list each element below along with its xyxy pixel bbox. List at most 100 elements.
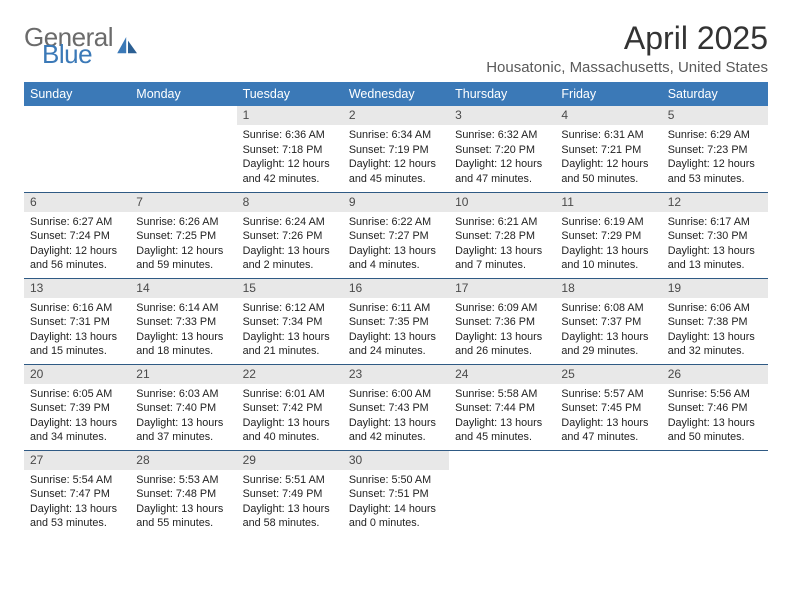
calendar-cell: 11Sunrise: 6:19 AMSunset: 7:29 PMDayligh… [555,192,661,278]
day-number-bar: 22 [237,365,343,384]
day-details: Sunrise: 5:50 AMSunset: 7:51 PMDaylight:… [343,470,449,535]
sunset-line: Sunset: 7:19 PM [349,143,443,158]
daylight-line: Daylight: 13 hours and 2 minutes. [243,244,337,273]
daylight-line: Daylight: 12 hours and 59 minutes. [136,244,230,273]
sunset-line: Sunset: 7:48 PM [136,487,230,502]
weekday-header: Friday [555,82,661,106]
weekday-header: Tuesday [237,82,343,106]
day-number-bar [24,106,130,125]
day-number-bar: 13 [24,279,130,298]
calendar-cell [24,106,130,192]
day-details: Sunrise: 6:12 AMSunset: 7:34 PMDaylight:… [237,298,343,363]
sunrise-line: Sunrise: 6:12 AM [243,301,337,316]
daylight-line: Daylight: 13 hours and 47 minutes. [561,416,655,445]
sunrise-line: Sunrise: 6:21 AM [455,215,549,230]
day-details: Sunrise: 6:31 AMSunset: 7:21 PMDaylight:… [555,125,661,190]
sunrise-line: Sunrise: 6:14 AM [136,301,230,316]
sunrise-line: Sunrise: 6:05 AM [30,387,124,402]
sunset-line: Sunset: 7:18 PM [243,143,337,158]
sunset-line: Sunset: 7:42 PM [243,401,337,416]
header: General Blue April 2025 Housatonic, Mass… [24,20,768,76]
day-details: Sunrise: 5:56 AMSunset: 7:46 PMDaylight:… [662,384,768,449]
sunset-line: Sunset: 7:20 PM [455,143,549,158]
day-details: Sunrise: 6:09 AMSunset: 7:36 PMDaylight:… [449,298,555,363]
calendar-cell: 7Sunrise: 6:26 AMSunset: 7:25 PMDaylight… [130,192,236,278]
day-details: Sunrise: 6:34 AMSunset: 7:19 PMDaylight:… [343,125,449,190]
day-details: Sunrise: 5:54 AMSunset: 7:47 PMDaylight:… [24,470,130,535]
day-number-bar: 26 [662,365,768,384]
daylight-line: Daylight: 12 hours and 47 minutes. [455,157,549,186]
weekday-header: Monday [130,82,236,106]
day-number-bar [662,451,768,470]
sunset-line: Sunset: 7:40 PM [136,401,230,416]
daylight-line: Daylight: 13 hours and 7 minutes. [455,244,549,273]
daylight-line: Daylight: 13 hours and 10 minutes. [561,244,655,273]
logo-text-bottom: Blue [42,43,113,66]
calendar-body: 1Sunrise: 6:36 AMSunset: 7:18 PMDaylight… [24,106,768,536]
sunrise-line: Sunrise: 6:36 AM [243,128,337,143]
sunrise-line: Sunrise: 5:51 AM [243,473,337,488]
day-number-bar: 20 [24,365,130,384]
calendar-cell: 18Sunrise: 6:08 AMSunset: 7:37 PMDayligh… [555,278,661,364]
day-number-bar: 9 [343,193,449,212]
sunrise-line: Sunrise: 6:24 AM [243,215,337,230]
sunset-line: Sunset: 7:47 PM [30,487,124,502]
sunrise-line: Sunrise: 6:06 AM [668,301,762,316]
daylight-line: Daylight: 12 hours and 53 minutes. [668,157,762,186]
sunset-line: Sunset: 7:23 PM [668,143,762,158]
sunset-line: Sunset: 7:46 PM [668,401,762,416]
day-number-bar: 11 [555,193,661,212]
calendar-cell: 2Sunrise: 6:34 AMSunset: 7:19 PMDaylight… [343,106,449,192]
day-details: Sunrise: 6:08 AMSunset: 7:37 PMDaylight:… [555,298,661,363]
daylight-line: Daylight: 14 hours and 0 minutes. [349,502,443,531]
sunset-line: Sunset: 7:30 PM [668,229,762,244]
calendar-cell: 12Sunrise: 6:17 AMSunset: 7:30 PMDayligh… [662,192,768,278]
sunrise-line: Sunrise: 6:32 AM [455,128,549,143]
day-details: Sunrise: 6:06 AMSunset: 7:38 PMDaylight:… [662,298,768,363]
calendar-cell: 3Sunrise: 6:32 AMSunset: 7:20 PMDaylight… [449,106,555,192]
weekday-header: Wednesday [343,82,449,106]
daylight-line: Daylight: 13 hours and 34 minutes. [30,416,124,445]
daylight-line: Daylight: 13 hours and 50 minutes. [668,416,762,445]
calendar-cell: 10Sunrise: 6:21 AMSunset: 7:28 PMDayligh… [449,192,555,278]
calendar-week: 13Sunrise: 6:16 AMSunset: 7:31 PMDayligh… [24,278,768,364]
daylight-line: Daylight: 13 hours and 53 minutes. [30,502,124,531]
calendar-cell: 21Sunrise: 6:03 AMSunset: 7:40 PMDayligh… [130,364,236,450]
daylight-line: Daylight: 13 hours and 18 minutes. [136,330,230,359]
calendar-cell [449,450,555,536]
calendar-cell: 19Sunrise: 6:06 AMSunset: 7:38 PMDayligh… [662,278,768,364]
day-number-bar: 1 [237,106,343,125]
calendar-head: SundayMondayTuesdayWednesdayThursdayFrid… [24,82,768,106]
calendar-cell: 17Sunrise: 6:09 AMSunset: 7:36 PMDayligh… [449,278,555,364]
day-number-bar: 2 [343,106,449,125]
sunset-line: Sunset: 7:45 PM [561,401,655,416]
sunset-line: Sunset: 7:37 PM [561,315,655,330]
sunrise-line: Sunrise: 5:56 AM [668,387,762,402]
sunrise-line: Sunrise: 6:00 AM [349,387,443,402]
day-details: Sunrise: 6:00 AMSunset: 7:43 PMDaylight:… [343,384,449,449]
sunrise-line: Sunrise: 5:57 AM [561,387,655,402]
sunset-line: Sunset: 7:36 PM [455,315,549,330]
sunset-line: Sunset: 7:33 PM [136,315,230,330]
day-details: Sunrise: 6:01 AMSunset: 7:42 PMDaylight:… [237,384,343,449]
calendar-cell: 24Sunrise: 5:58 AMSunset: 7:44 PMDayligh… [449,364,555,450]
calendar-week: 27Sunrise: 5:54 AMSunset: 7:47 PMDayligh… [24,450,768,536]
day-details: Sunrise: 6:14 AMSunset: 7:33 PMDaylight:… [130,298,236,363]
calendar-cell: 16Sunrise: 6:11 AMSunset: 7:35 PMDayligh… [343,278,449,364]
calendar-cell: 20 Sunrise: 6:05 AMSunset: 7:39 PMDayligh… [24,364,130,450]
sunset-line: Sunset: 7:28 PM [455,229,549,244]
calendar-cell [130,106,236,192]
day-details: Sunrise: 6:19 AMSunset: 7:29 PMDaylight:… [555,212,661,277]
calendar-week: 6Sunrise: 6:27 AMSunset: 7:24 PMDaylight… [24,192,768,278]
daylight-line: Daylight: 13 hours and 58 minutes. [243,502,337,531]
daylight-line: Daylight: 12 hours and 42 minutes. [243,157,337,186]
daylight-line: Daylight: 13 hours and 4 minutes. [349,244,443,273]
sunrise-line: Sunrise: 6:03 AM [136,387,230,402]
sunset-line: Sunset: 7:21 PM [561,143,655,158]
day-number-bar: 5 [662,106,768,125]
sunset-line: Sunset: 7:39 PM [30,401,124,416]
sunrise-line: Sunrise: 6:19 AM [561,215,655,230]
title-block: April 2025 Housatonic, Massachusetts, Un… [486,20,768,76]
calendar-cell: 6Sunrise: 6:27 AMSunset: 7:24 PMDaylight… [24,192,130,278]
day-number-bar [449,451,555,470]
